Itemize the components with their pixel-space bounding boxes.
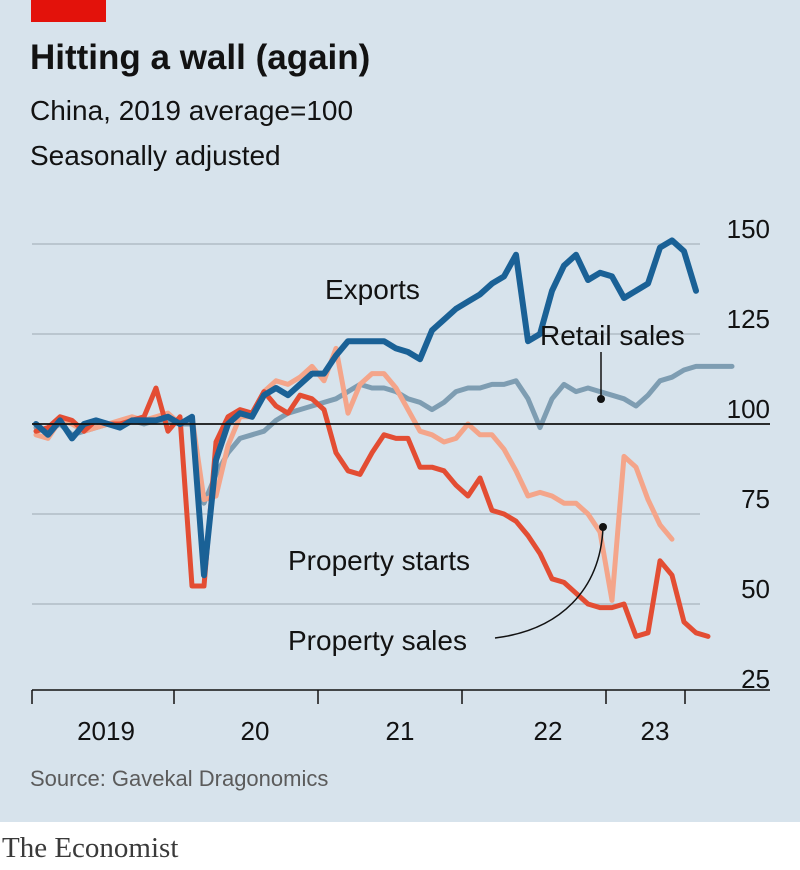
x-tick-label-23: 23	[641, 716, 670, 746]
x-tick-label-21: 21	[386, 716, 415, 746]
x-tick-label-20: 20	[241, 716, 270, 746]
property-sales-leader	[494, 527, 604, 639]
y-tick-label-150: 150	[727, 214, 770, 244]
chart-panel	[0, 0, 800, 822]
publisher-logo: The Economist	[2, 832, 179, 864]
chart-note: Seasonally adjusted	[30, 140, 281, 171]
series-label-retail-sales: Retail sales	[540, 320, 685, 351]
retail-sales-leader-dot	[597, 395, 605, 403]
y-tick-label-25: 25	[741, 664, 770, 694]
chart-title: Hitting a wall (again)	[30, 38, 371, 77]
y-tick-label-125: 125	[727, 304, 770, 334]
series-label-exports: Exports	[325, 274, 420, 305]
y-tick-label-50: 50	[741, 574, 770, 604]
y-tick-label-75: 75	[741, 484, 770, 514]
brand-tag	[31, 0, 106, 22]
property-sales-leader-dot	[599, 523, 607, 531]
line-chart: 25 50 75 100 125 150 2019 20 21 22 23 Exports Retail…	[31, 214, 770, 746]
series-label-property-starts: Property starts	[288, 545, 470, 576]
series-line-property-starts	[33, 385, 711, 639]
series-label-property-sales: Property sales	[288, 625, 467, 656]
series-line-exports	[33, 237, 699, 579]
source-note: Source: Gavekal Dragonomics	[30, 766, 329, 791]
x-tick-label-22: 22	[534, 716, 563, 746]
x-tick-label-2019: 2019	[77, 716, 135, 746]
chart-subtitle: China, 2019 average=100	[30, 95, 354, 126]
y-tick-label-100: 100	[727, 394, 770, 424]
